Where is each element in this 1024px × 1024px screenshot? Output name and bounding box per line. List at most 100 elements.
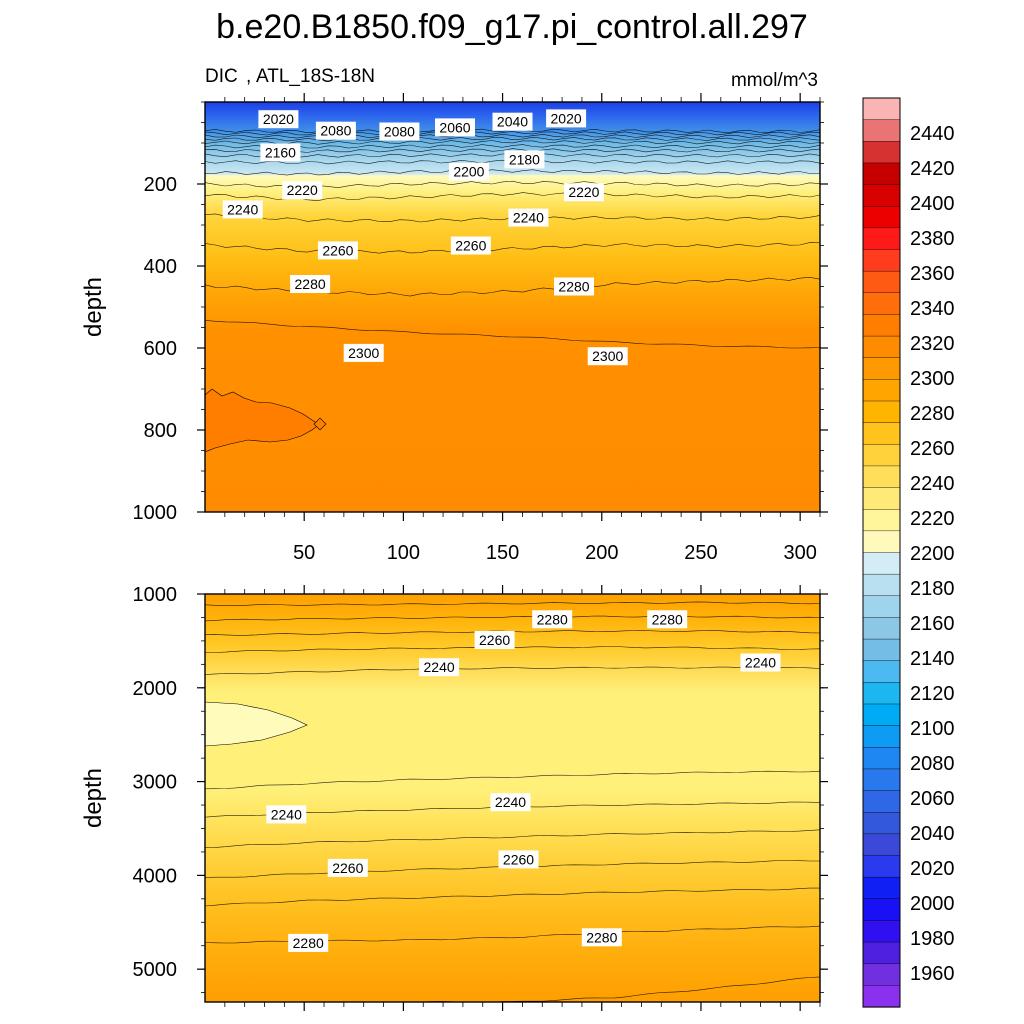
- contour-label-box: [315, 121, 356, 140]
- contour-label-text: 2080: [384, 124, 415, 140]
- contour-label-box: [563, 183, 604, 202]
- x-tick-label: 150: [486, 542, 519, 564]
- contour-label-box: [474, 631, 515, 649]
- contour-label-text: 2240: [424, 659, 455, 675]
- contour-label: 2080: [379, 122, 420, 141]
- contour-label-text: 2020: [263, 111, 294, 127]
- colorbar-swatch: [862, 270, 901, 294]
- contour-line: [205, 770, 820, 790]
- colorbar-swatch: [862, 444, 901, 467]
- contour-label-text: 2220: [568, 184, 599, 200]
- contour-label-text: 2040: [497, 114, 528, 130]
- contour-label-box: [647, 610, 688, 629]
- colorbar-swatch: [862, 963, 901, 986]
- contour-label-text: 2220: [287, 182, 318, 198]
- contour-label-text: 2300: [592, 348, 623, 364]
- contour-label-box: [492, 112, 533, 131]
- contour-label-box: [448, 162, 489, 181]
- colorbar-swatch: [862, 379, 901, 402]
- colorbar-frame: [862, 97, 901, 1008]
- contour-label-text: 2260: [503, 851, 534, 867]
- y-tick-label: 4000: [133, 865, 178, 887]
- contour-label-box: [258, 110, 299, 129]
- contour-label: 2260: [474, 631, 515, 649]
- figure-title: b.e20.B1850.f09_g17.pi_control.all.297: [216, 8, 808, 46]
- colorbar-label: 2040: [910, 823, 955, 845]
- colorbar-label: 2080: [910, 753, 955, 775]
- colorbar-swatch: [862, 292, 901, 316]
- colorbar-swatch: [862, 509, 901, 532]
- contour-line: [205, 320, 820, 349]
- contour-line: [205, 666, 820, 675]
- contour-line: [205, 169, 820, 176]
- y-tick-label: 600: [144, 338, 177, 360]
- colorbar-swatch: [862, 876, 901, 900]
- x-tick-label: 300: [783, 542, 816, 564]
- colorbar-label: 2340: [910, 298, 955, 320]
- contour-label-box: [740, 653, 781, 672]
- contour-label-text: 2260: [322, 242, 353, 258]
- upper-field-fill: [205, 102, 820, 512]
- colorbar-swatch: [862, 227, 901, 251]
- contour-label-text: 2280: [537, 611, 568, 627]
- upper-contour-labels: 2020 2080 2080 2060 2040 2020 2160 2200 2180 2220…: [222, 109, 628, 366]
- colorbar-swatch: [862, 206, 901, 229]
- colorbar-label: 2260: [910, 438, 955, 460]
- contour-line: [205, 615, 820, 622]
- contour-label-text: 2280: [295, 276, 326, 292]
- colorbar-swatch: [862, 422, 901, 445]
- contour-label-text: 2280: [293, 935, 324, 951]
- units-label: mmol/m^3: [731, 70, 818, 91]
- colorbar-swatch: [862, 595, 901, 619]
- contour-label: 2280: [290, 275, 331, 293]
- colorbar-swatch: [862, 465, 901, 489]
- contour-label-text: 2200: [453, 164, 484, 180]
- colorbar-label: 2160: [910, 613, 955, 635]
- colorbar-label: 2320: [910, 333, 955, 355]
- contour-label-box: [290, 275, 331, 293]
- variable-label: DIC: [205, 66, 238, 87]
- contour-label-box: [546, 109, 587, 128]
- lower-minimum-tongue: [205, 701, 308, 747]
- x-tick-label: 100: [387, 542, 420, 564]
- contour-label-box: [450, 236, 491, 255]
- contour-label: 2260: [327, 858, 368, 877]
- contour-label-text: 2060: [439, 119, 470, 135]
- lower-axes: 1000 2000 3000 4000 5000: [133, 584, 828, 1011]
- region-label: ATL_18S-18N: [256, 66, 375, 87]
- colorbar-label: 2200: [910, 543, 955, 565]
- contour-label: 2240: [266, 805, 307, 824]
- x-tick-label: 250: [684, 542, 717, 564]
- x-tick-label: 50: [293, 542, 315, 564]
- contour-label: 2300: [587, 347, 628, 366]
- contour-label: 2240: [490, 793, 531, 812]
- contour-label: 2280: [288, 933, 329, 952]
- y-tick-label: 800: [144, 420, 177, 442]
- colorbar-swatch: [862, 638, 901, 662]
- y-tick-label: 1000: [133, 584, 178, 606]
- colorbar-label: 2300: [910, 368, 955, 390]
- colorbar-swatch: [862, 790, 901, 813]
- contour-label: 2220: [563, 183, 604, 202]
- contour-label-text: 2260: [332, 860, 363, 876]
- colorbar-swatch: [862, 812, 901, 835]
- contour-line: [205, 136, 820, 142]
- colorbar-swatch: [862, 985, 901, 1008]
- colorbar-label: 1980: [910, 928, 955, 950]
- contour-line: [205, 144, 820, 149]
- contour-label-text: 2300: [348, 345, 379, 361]
- lower-panel: 2280 2280 2260 2240 2240 2240 2240 2260 2260 2280…: [80, 584, 828, 1011]
- contour-label-box: [222, 200, 263, 219]
- contour-label-text: 2240: [513, 210, 544, 226]
- colorbar-label: 2240: [910, 473, 955, 495]
- contour-label: 2040: [492, 112, 533, 131]
- colorbar-swatch: [862, 184, 901, 207]
- contour-label: 2260: [498, 850, 539, 869]
- colorbar-swatch: [862, 552, 901, 575]
- upper-subsurface-dot: [313, 417, 327, 431]
- colorbar-label: 2400: [910, 193, 955, 215]
- contour-label-text: 2260: [479, 632, 510, 648]
- upper-axes: 200 400 600 800 1000 50 100 150 200 250 300: [133, 93, 828, 564]
